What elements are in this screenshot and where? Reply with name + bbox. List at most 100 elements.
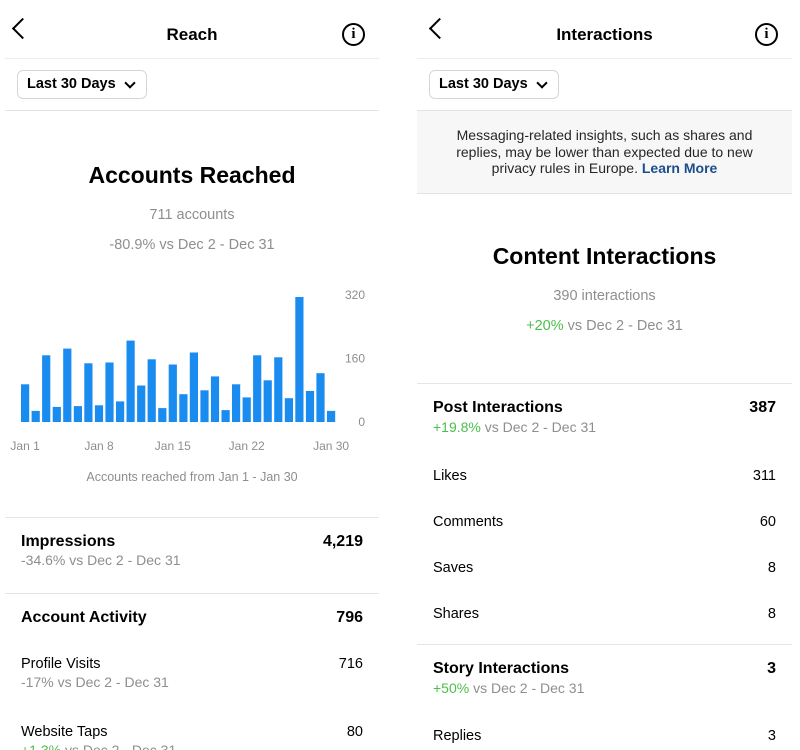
x-tick-label: Jan 1 (10, 439, 40, 453)
account-activity-value: 796 (336, 609, 363, 626)
chart-bar (116, 401, 125, 422)
chart-bar (327, 410, 336, 422)
x-tick-label: Jan 15 (155, 439, 191, 453)
chart-bar (105, 362, 114, 422)
notice-text: Messaging-related insights, such as shar… (456, 127, 753, 176)
filter-row: Last 30 Days (417, 58, 792, 111)
content-change-pct: +20% (526, 318, 564, 334)
chart-bar (147, 359, 156, 422)
page-title: Reach (166, 25, 218, 44)
website-taps-change-rest: vs Dec 2 - Dec 31 (61, 742, 177, 750)
y-tick-label: 320 (345, 288, 365, 302)
chart-bar (52, 406, 61, 422)
info-icon[interactable]: i (755, 23, 778, 46)
impressions-value: 4,219 (322, 533, 363, 550)
account-activity-label: Account Activity (21, 609, 147, 626)
chart-bar (263, 380, 272, 422)
impressions-change: -34.6% vs Dec 2 - Dec 31 (21, 552, 181, 568)
replies-label: Replies (433, 728, 482, 744)
chart-bar (42, 355, 51, 422)
chart-bar (94, 405, 104, 422)
chart-bar (189, 352, 198, 422)
chart-bar (31, 410, 40, 422)
divider (417, 383, 792, 384)
reach-screen: Reach i Last 30 Days Accounts Reached 71… (5, 0, 379, 750)
chart-bar (179, 394, 188, 422)
comments-label: Comments (433, 514, 504, 530)
chart-caption: Accounts reached from Jan 1 - Jan 30 (86, 470, 298, 484)
chevron-down-icon (124, 77, 136, 89)
chart-bar (316, 373, 325, 422)
chart-bar (200, 390, 209, 423)
date-range-label: Last 30 Days (27, 76, 116, 92)
chart-bar (63, 348, 72, 422)
y-tick-label: 0 (358, 415, 365, 429)
chart-bar (137, 385, 146, 422)
story-change-rest: vs Dec 2 - Dec 31 (469, 680, 585, 696)
content-interactions-title: Content Interactions (492, 243, 717, 269)
x-tick-label: Jan 8 (84, 439, 114, 453)
divider (417, 644, 792, 645)
shares-label: Shares (433, 606, 479, 622)
x-tick-label: Jan 30 (313, 439, 349, 453)
chart-bar (84, 363, 93, 422)
post-change-pct: +19.8% (433, 419, 481, 435)
saves-label: Saves (433, 560, 474, 576)
privacy-notice: Messaging-related insights, such as shar… (417, 111, 792, 194)
story-interactions-change: +50% vs Dec 2 - Dec 31 (433, 680, 584, 696)
website-taps-change: +1.3% vs Dec 2 - Dec 31 (21, 742, 176, 750)
reach-bar-chart: 320 160 0 Jan 1 Jan 8 Jan 15 Jan 22 Jan 30 (10, 288, 365, 453)
chart-bar (253, 355, 262, 422)
learn-more-link[interactable]: Learn More (641, 160, 718, 176)
post-interactions-label: Post Interactions (433, 399, 563, 416)
date-range-dropdown[interactable]: Last 30 Days (17, 70, 147, 99)
profile-visits-label: Profile Visits (21, 656, 101, 672)
interactions-screen: Interactions i Last 30 Days Messaging-re… (417, 0, 792, 750)
chart-bar (242, 397, 251, 422)
divider (5, 593, 379, 594)
impressions-label: Impressions (21, 533, 116, 550)
replies-value: 3 (767, 728, 776, 744)
story-interactions-label: Story Interactions (433, 660, 570, 677)
accounts-reached-title: Accounts Reached (88, 162, 296, 188)
shares-value: 8 (767, 606, 776, 622)
reach-change: -80.9% vs Dec 2 - Dec 31 (109, 237, 275, 253)
chart-bar (210, 376, 220, 422)
profile-visits-change: -17% vs Dec 2 - Dec 31 (21, 674, 169, 690)
x-tick-label: Jan 22 (229, 439, 265, 453)
chart-bar (21, 384, 30, 422)
content-change-rest: vs Dec 2 - Dec 31 (563, 318, 683, 334)
chart-bar (73, 406, 82, 422)
profile-visits-value: 716 (338, 656, 363, 672)
chart-bar (126, 340, 135, 422)
page-title: Interactions (556, 25, 653, 44)
chart-bar (274, 357, 283, 422)
divider (5, 517, 379, 518)
accounts-count: 711 accounts (149, 207, 235, 223)
story-interactions-value: 3 (767, 660, 776, 677)
info-icon[interactable]: i (342, 23, 365, 46)
interactions-count: 390 interactions (553, 288, 656, 304)
story-change-pct: +50% (433, 680, 470, 696)
post-interactions-change: +19.8% vs Dec 2 - Dec 31 (433, 419, 596, 435)
header: Reach i (5, 0, 379, 59)
date-range-label: Last 30 Days (439, 76, 528, 92)
comments-value: 60 (759, 514, 776, 530)
chart-bar (295, 297, 304, 422)
y-tick-label: 160 (345, 352, 365, 366)
likes-label: Likes (433, 468, 467, 484)
chart-bar (168, 364, 177, 422)
website-taps-label: Website Taps (21, 724, 108, 740)
content-change: +20% vs Dec 2 - Dec 31 (417, 318, 792, 334)
website-taps-change-pct: +1.3% (21, 742, 62, 750)
chart-bar (221, 410, 230, 422)
likes-value: 311 (752, 468, 776, 484)
chart-bar (232, 384, 241, 422)
header: Interactions i (417, 0, 792, 59)
chart-bar (158, 408, 167, 422)
saves-value: 8 (767, 560, 776, 576)
filter-row: Last 30 Days (5, 58, 379, 111)
chevron-down-icon (536, 77, 548, 89)
date-range-dropdown[interactable]: Last 30 Days (429, 70, 559, 99)
post-interactions-value: 387 (749, 399, 776, 416)
